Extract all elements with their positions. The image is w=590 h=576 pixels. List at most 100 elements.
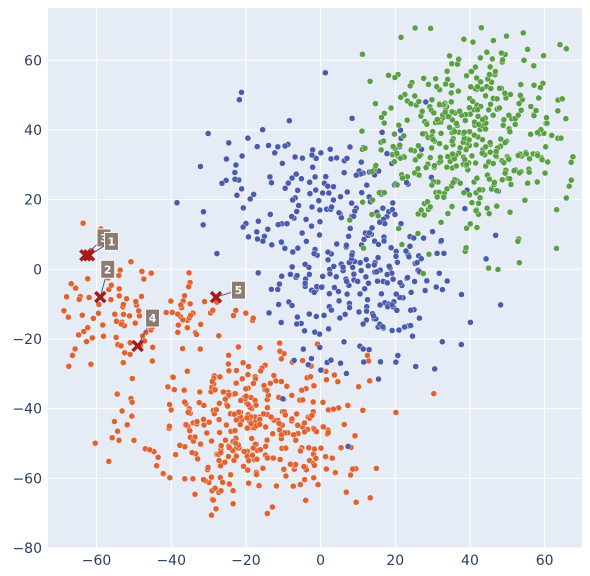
- scatter-point-series-2: [231, 169, 239, 176]
- scatter-point-series-1: [301, 428, 308, 436]
- scatter-point-series-1: [184, 368, 191, 375]
- scatter-point-series-3: [412, 156, 419, 164]
- scatter-point-series-2: [289, 248, 296, 256]
- scatter-point-series-1: [193, 418, 201, 425]
- scatter-point-series-2: [306, 310, 313, 318]
- scatter-point-series-3: [463, 161, 470, 168]
- scatter-point-series-3: [424, 198, 431, 206]
- scatter-point-series-1: [222, 436, 229, 444]
- scatter-point-series-1: [120, 311, 127, 318]
- scatter-point-series-3: [478, 150, 486, 157]
- scatter-point-series-3: [566, 182, 573, 190]
- scatter-point-series-2: [354, 278, 361, 285]
- scatter-point-series-1: [245, 457, 252, 464]
- scatter-point-series-1: [87, 361, 95, 368]
- scatter-point-series-2: [300, 345, 307, 353]
- scatter-point-series-1: [175, 321, 182, 329]
- scatter-point-series-2: [392, 358, 400, 366]
- scatter-point-series-2: [173, 199, 181, 206]
- scatter-point-series-2: [325, 325, 332, 333]
- scatter-point-series-3: [406, 82, 414, 90]
- annotation-label: 5: [235, 284, 243, 297]
- scatter-point-series-1: [233, 416, 240, 424]
- scatter-point-series-2: [458, 341, 465, 348]
- scatter-point-series-2: [213, 250, 221, 257]
- scatter-point-series-1: [359, 407, 367, 414]
- scatter-point-series-2: [197, 163, 204, 170]
- scatter-point-series-3: [517, 92, 524, 99]
- scatter-point-series-2: [402, 247, 410, 255]
- scatter-point-series-1: [176, 442, 184, 449]
- scatter-point-series-2: [246, 195, 254, 203]
- scatter-point-series-2: [313, 313, 320, 320]
- scatter-point-series-2: [365, 262, 372, 270]
- scatter-point-series-1: [235, 343, 242, 351]
- scatter-point-series-1: [116, 285, 123, 293]
- scatter-point-series-3: [493, 202, 500, 210]
- scatter-point-series-3: [411, 24, 419, 32]
- scatter-point-series-1: [206, 419, 213, 426]
- scatter-point-series-2: [433, 283, 440, 291]
- y-tick-label: 20: [24, 193, 42, 209]
- scatter-point-series-2: [238, 89, 245, 96]
- scatter-point-series-2: [371, 261, 378, 269]
- scatter-point-series-1: [239, 375, 246, 383]
- scatter-point-series-1: [75, 296, 83, 303]
- scatter-point-series-1: [128, 399, 136, 406]
- scatter-point-series-3: [421, 211, 428, 219]
- scatter-point-series-1: [264, 404, 271, 411]
- scatter-point-series-2: [316, 231, 323, 239]
- scatter-point-series-2: [387, 244, 395, 251]
- scatter-point-series-3: [507, 181, 515, 188]
- scatter-point-series-3: [443, 185, 451, 193]
- scatter-point-series-1: [189, 475, 197, 482]
- scatter-point-series-3: [530, 82, 538, 89]
- scatter-point-series-1: [164, 383, 172, 391]
- scatter-point-series-2: [363, 307, 370, 315]
- scatter-point-series-3: [473, 74, 480, 82]
- scatter-point-series-3: [506, 175, 513, 182]
- scatter-point-series-3: [472, 141, 480, 149]
- scatter-point-series-1: [171, 386, 178, 393]
- scatter-point-series-3: [499, 176, 506, 184]
- scatter-point-series-3: [563, 45, 570, 52]
- scatter-point-series-1: [197, 345, 204, 353]
- scatter-point-series-3: [474, 83, 481, 90]
- scatter-point-series-2: [423, 277, 431, 285]
- scatter-point-series-1: [290, 483, 297, 490]
- scatter-point-series-1: [129, 375, 136, 382]
- scatter-point-series-2: [337, 193, 344, 200]
- scatter-point-series-2: [458, 291, 465, 298]
- scatter-point-series-1: [275, 420, 283, 427]
- scatter-point-series-1: [127, 258, 135, 265]
- scatter-point-series-3: [500, 116, 508, 123]
- scatter-point-series-3: [429, 136, 437, 143]
- scatter-point-series-1: [130, 437, 138, 444]
- scatter-point-series-3: [378, 114, 385, 121]
- scatter-point-series-1: [247, 420, 255, 428]
- scatter-point-series-1: [200, 416, 207, 423]
- scatter-point-series-3: [568, 176, 575, 184]
- scatter-point-series-3: [472, 159, 479, 167]
- scatter-point-series-3: [415, 171, 423, 179]
- scatter-point-series-2: [267, 211, 274, 218]
- scatter-point-series-2: [275, 221, 282, 228]
- scatter-point-series-3: [515, 111, 522, 119]
- scatter-point-series-2: [492, 232, 499, 239]
- scatter-point-series-1: [314, 481, 322, 488]
- scatter-point-series-1: [184, 324, 191, 331]
- scatter-point-series-1: [118, 320, 125, 328]
- scatter-point-series-3: [431, 162, 438, 169]
- scatter-point-series-2: [254, 143, 261, 150]
- scatter-point-series-2: [378, 129, 386, 136]
- scatter-point-series-3: [449, 179, 457, 186]
- scatter-point-series-2: [379, 323, 387, 330]
- scatter-point-series-1: [187, 311, 194, 319]
- scatter-point-series-3: [448, 108, 456, 115]
- scatter-point-series-2: [255, 269, 262, 277]
- scatter-point-series-1: [197, 440, 204, 448]
- scatter-point-series-2: [325, 189, 333, 197]
- scatter-point-series-1: [392, 409, 400, 416]
- scatter-point-series-1: [297, 481, 304, 488]
- scatter-point-series-1: [193, 331, 200, 338]
